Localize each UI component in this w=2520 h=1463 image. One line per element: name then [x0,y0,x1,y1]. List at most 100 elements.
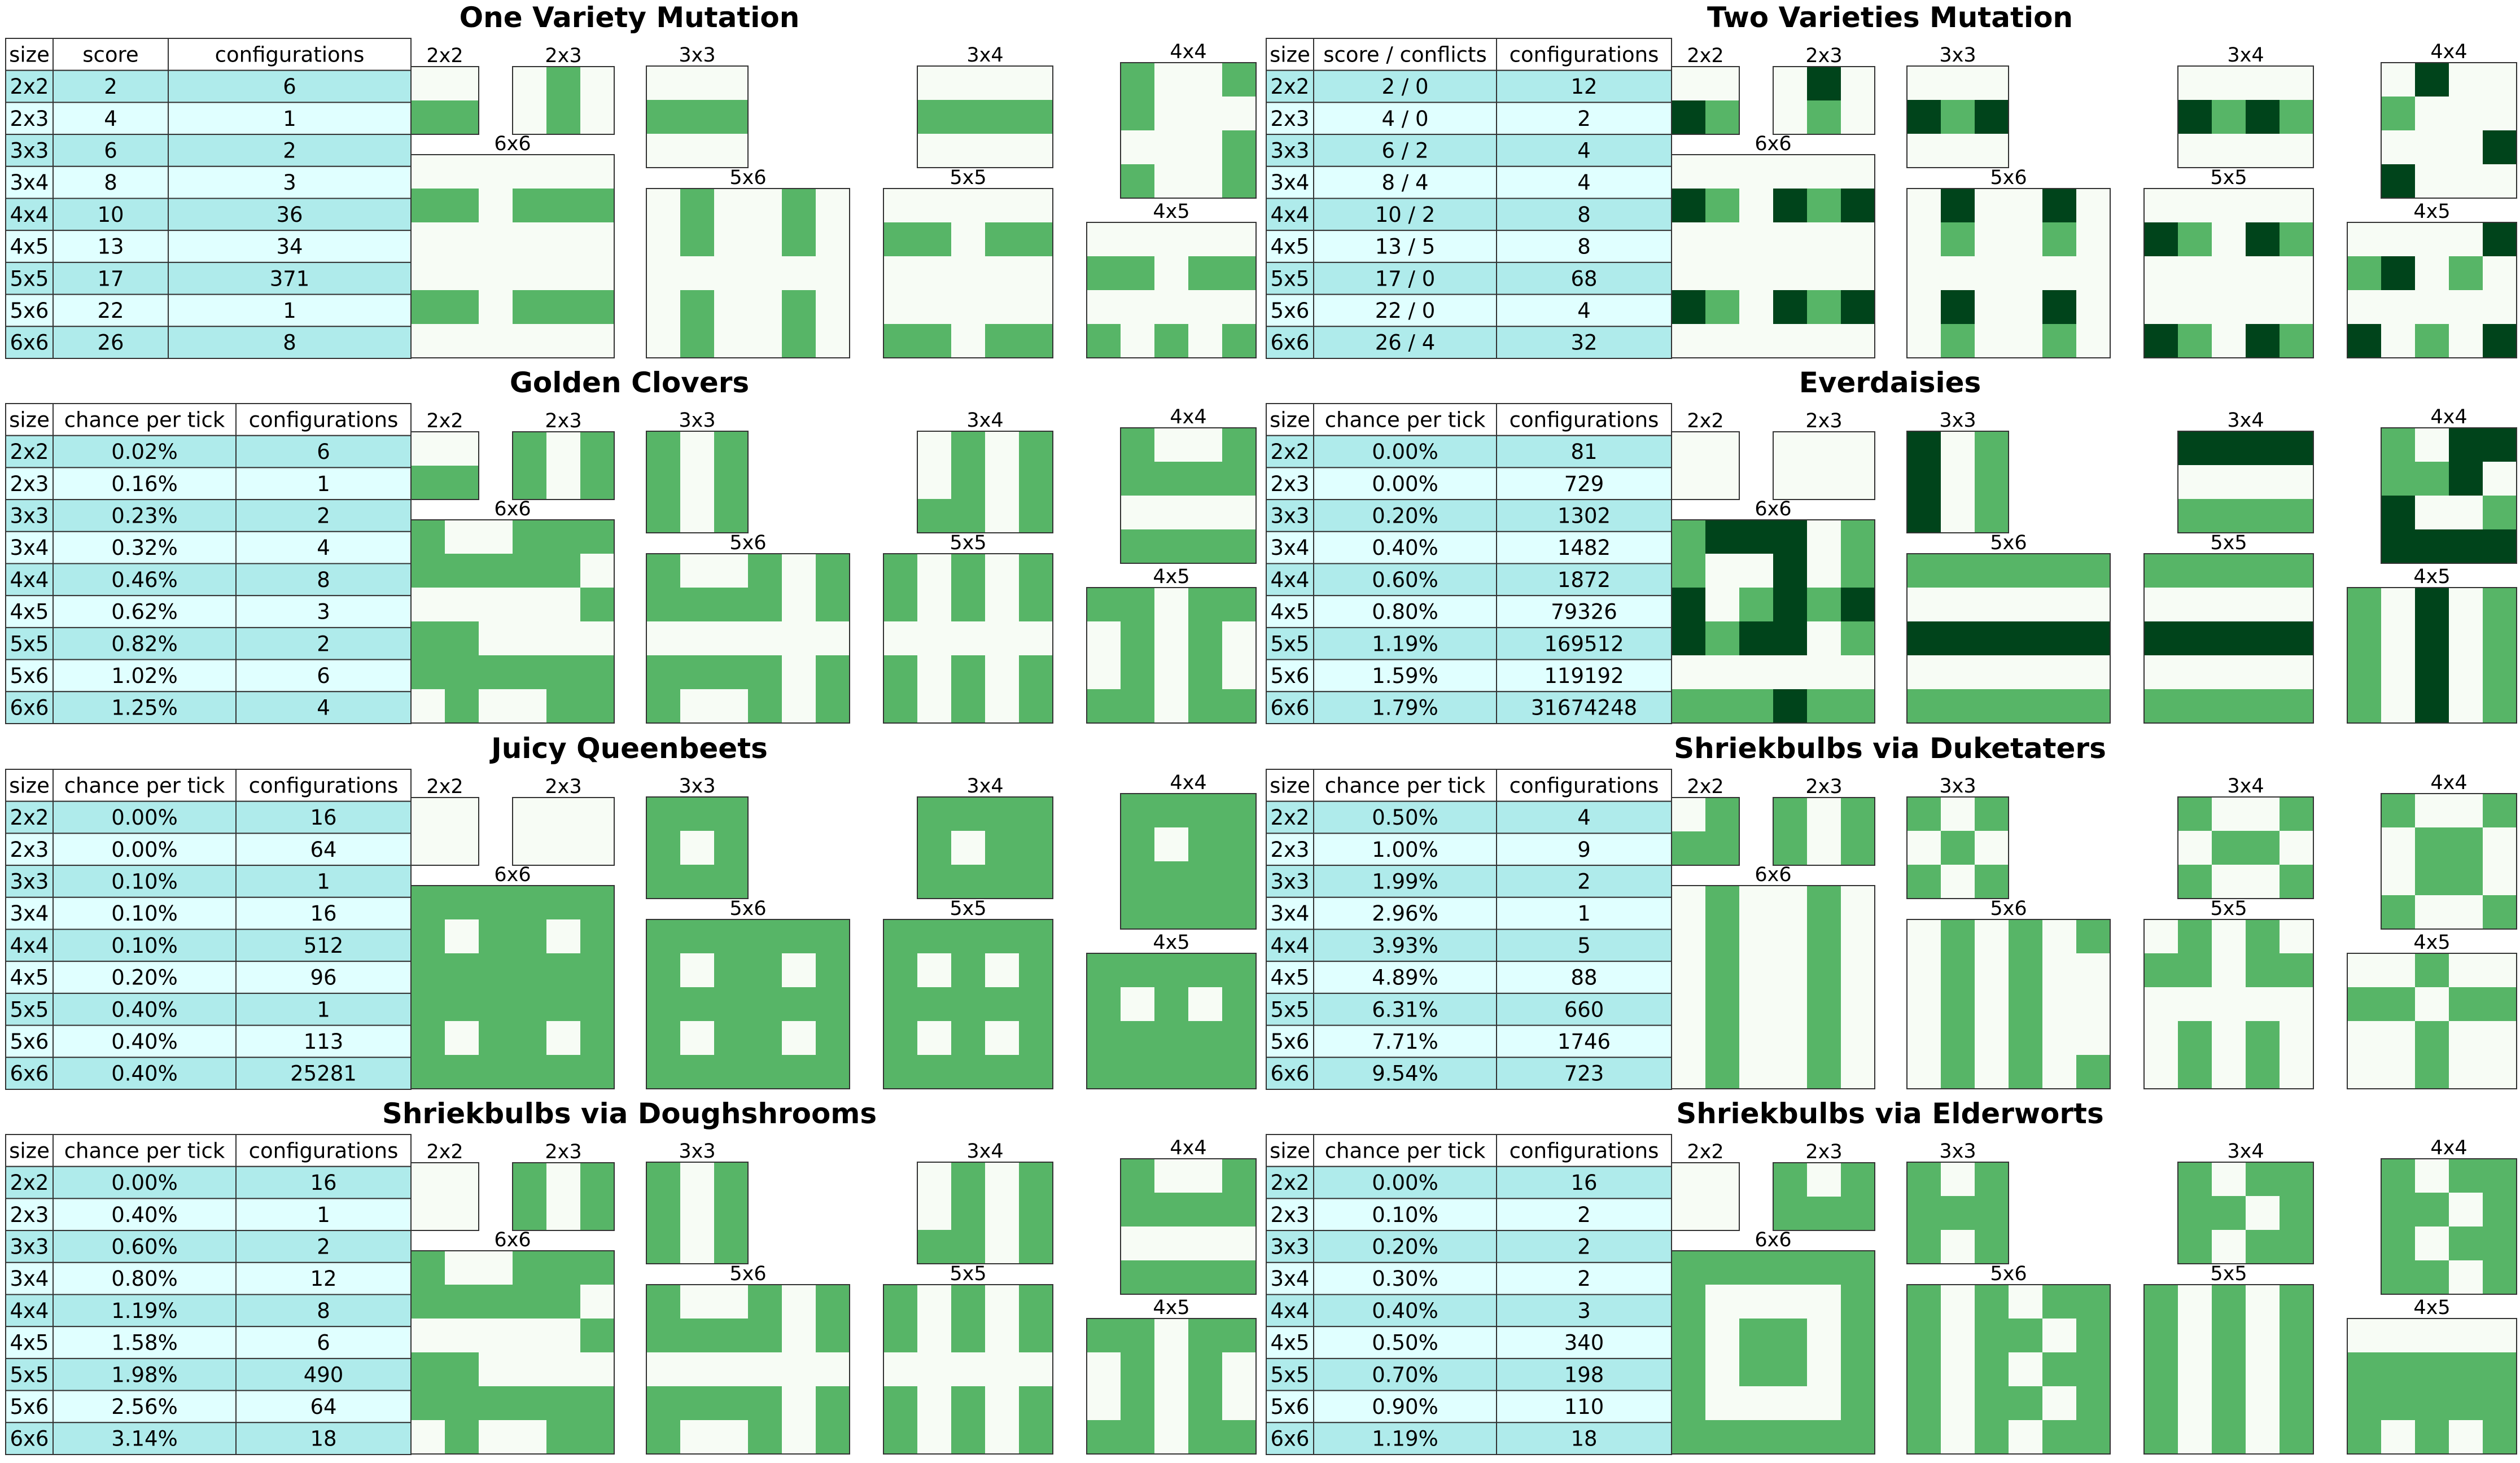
table-row: 4x5 4.89% 88 [1266,961,1672,994]
grid-cell [479,290,513,324]
grid-cell [714,465,748,499]
grid-cell [2280,865,2313,899]
grid-cell [917,1230,951,1264]
table-row: 2x2 0.00% 81 [1266,435,1672,468]
grid-cell [580,1285,614,1319]
grid-cell [513,621,546,655]
grid-cell [513,1163,546,1197]
grid-cell [951,588,985,621]
grid-cell [479,324,513,358]
grid-cell [580,189,614,222]
grid-cell [2144,1021,2178,1055]
table-header: size chance per tick configurations [5,1134,412,1167]
grid-cell [513,831,546,865]
grid-cell [816,621,850,655]
grid-cell [2415,1227,2449,1260]
grid-cell [680,100,714,134]
column-header: configurations [1510,773,1659,798]
grid-cell [2483,655,2517,689]
grid-cell [1739,222,1773,256]
table-cell [168,294,412,327]
grid-cell [748,689,782,723]
cell-value: 2x3 [1271,1203,1310,1227]
grid-border [1120,62,1257,199]
layout-grid-2x2: 2x2 [1671,45,1740,135]
table-row: 5x5 0.70% 198 [1266,1357,1672,1391]
grid-label: 2x2 [426,410,463,432]
grid-cell [1807,831,1841,865]
grid-cell [2381,1260,2415,1294]
grid-border [2177,1162,2314,1264]
layout-grid-3x4: 3x4 [2177,1140,2314,1264]
grid-cell [580,1055,614,1089]
grid-cell [883,655,917,689]
grid-cell [1121,130,1154,164]
grid-cell [1773,655,1807,689]
grid-cell [714,1319,748,1352]
layout-grid-5x5: 5x5 [883,897,1053,1089]
grid-cell [1154,1159,1188,1193]
table-cell [53,531,237,564]
grid-cell [1222,1420,1256,1454]
grid-cell [445,1021,479,1055]
grid-cell [2042,621,2076,655]
grid-cell [2280,1162,2313,1196]
grid-cell [2449,496,2483,529]
grid-cell [1019,797,1053,831]
cell-value: 0.80% [111,1267,178,1291]
grid-cell [2449,1352,2483,1386]
cell-value: 3x3 [1271,1234,1310,1259]
grid-cell [2009,1386,2042,1420]
grid-cell [917,66,951,100]
grid-cell [985,324,1019,358]
grid-cell [985,1285,1019,1319]
grid-cell [2042,1319,2076,1352]
cell-value: 0.20% [111,966,178,990]
grid-cell [1222,324,1256,358]
grid-cell [2381,861,2415,895]
grid-cell [1087,588,1121,621]
grid-cell [2415,895,2449,929]
layout-grid-5x6: 5x6 [646,897,850,1089]
grid-cell [1121,164,1154,198]
grid-cell [2076,1055,2110,1089]
layout-grid-5x6: 5x6 [1906,532,2111,724]
grid-cell [1222,63,1256,97]
grid-cell [883,621,917,655]
grid-cell [2042,189,2076,222]
grid-border [1086,587,1257,724]
table-cell [53,691,237,725]
grid-cell [1672,1055,1705,1089]
grid-cell [1773,520,1807,554]
grid-cell [2009,1021,2042,1055]
grid-label: 4x4 [2430,1137,2467,1159]
table-cell [53,102,169,135]
grid-cell [580,1197,614,1230]
grid-cell [513,1319,546,1352]
grid-cell [1907,134,1941,168]
grid-cell [2212,1162,2246,1196]
table-cell [1266,992,1314,1026]
grid-cell [2076,324,2110,358]
grid-cell [680,554,714,588]
grid-cell [2246,431,2280,465]
table-row: 6x6 26 8 [5,326,412,359]
grid-cell [2212,1386,2246,1420]
grid-cell [513,155,546,189]
grid-label: 6x6 [1755,864,1791,886]
grid-cell [1121,290,1154,324]
grid-cell [1705,1420,1739,1454]
grid-cell [580,520,614,554]
column-header: configurations [1510,42,1659,67]
table-cell [5,800,54,834]
grid-cell [411,831,445,865]
grid-cell [513,1285,546,1319]
grid-cell [1739,1055,1773,1089]
grid-cell [2280,655,2313,689]
cell-value: 79326 [1551,600,1617,624]
grid-cell [1019,1319,1053,1352]
grid-cell [1154,827,1188,861]
grid-cell [2009,1285,2042,1319]
grid-cell [2280,1055,2313,1089]
cell-value: 6x6 [1271,696,1310,720]
